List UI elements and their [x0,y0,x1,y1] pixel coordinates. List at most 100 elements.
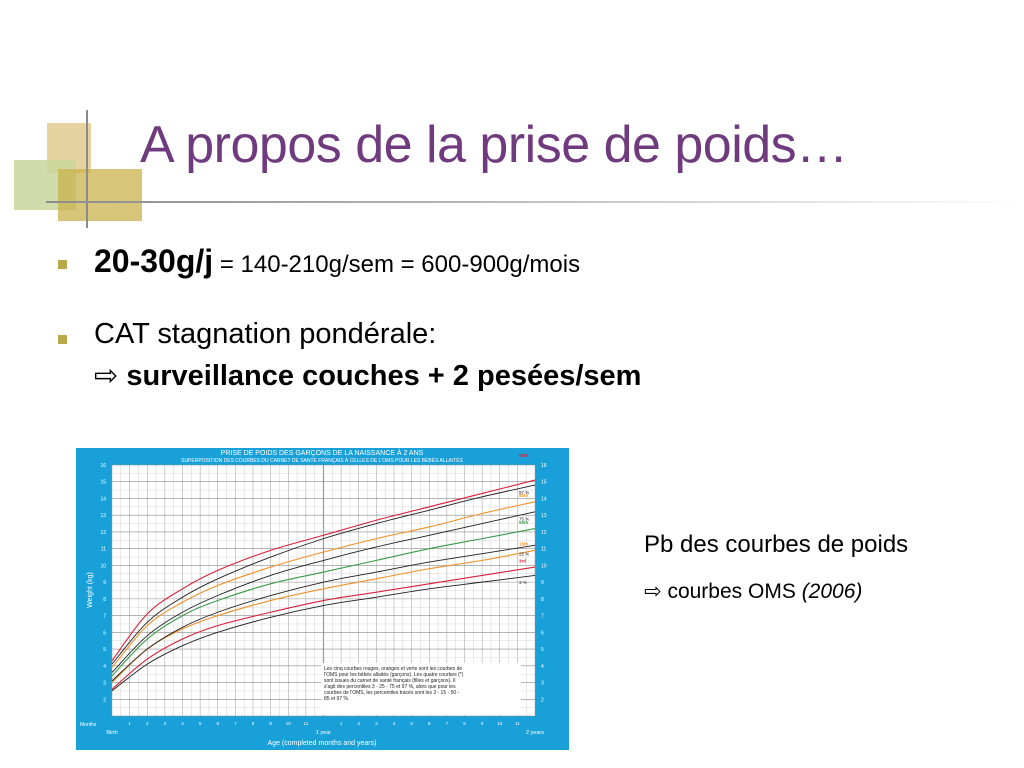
curve-50th [111,528,536,677]
x-tick-label: 1 [340,721,343,726]
chart-x-label: Age (completed months and years) [268,740,377,747]
chart-y-label: Weight (kg) [87,572,94,608]
y-tick-label: 6 [541,630,544,636]
bullet-weight-gain: 20-30g/j = 140-210g/sem = 600-900g/mois [94,243,580,280]
x-tick-label: 4 [181,721,184,726]
x-tick-label: 3 [375,721,378,726]
bullet-stagnation-action: ⇨ surveillance couches + 2 pesées/sem [94,358,641,393]
y-tick-label: 11 [541,547,546,553]
title-underline [46,201,1022,203]
stagnation-action-text: surveillance couches + 2 pesées/sem [126,360,642,392]
curve-label: 97th [519,453,529,458]
x-tick-label: 3 [164,721,167,726]
curve-85th [111,501,536,668]
x-tick-label: 7 [234,721,237,726]
bullet-stagnation: CAT stagnation pondérale: [94,318,437,350]
y-tick-label: 14 [541,496,547,502]
x-tick-label: 1 year [316,730,331,736]
weight-gain-daily: 20-30g/j [94,243,214,279]
x-tick-label: 5 [199,721,202,726]
x-tick-label: 9 [481,721,484,726]
note-line: 85 et 97 %. [324,696,349,702]
x-tick-label: 6 [216,721,219,726]
y-tick-label: 13 [100,513,106,519]
y-tick-label: 3 [541,681,544,687]
curve-label: 97 % [519,490,529,495]
y-tick-label: 2 [541,697,544,703]
curve-15th [111,549,536,683]
curve-97- [111,484,536,665]
note-line: Les cinq courbes rouges, oranges et vert… [324,666,462,672]
growth-chart: PRISE DE POIDS DES GARÇONS DE LA NAISSAN… [76,448,569,750]
y-tick-label: 11 [101,547,106,553]
curve-75- [111,511,536,673]
y-tick-label: 10 [100,563,106,569]
chart-months-label: Months [80,722,97,728]
y-tick-label: 3 [103,681,106,687]
bullet-square-icon [58,260,67,269]
chart-curve-labels: 97th 97 %85th 75 %50th 15th 25 %3rd 3 % [519,453,529,585]
x-tick-label: 2 [357,721,360,726]
x-tick-label: 8 [252,721,255,726]
chart-subtitle: SUPERPOSITION DES COURBES DU CARNET DE S… [181,457,463,464]
y-tick-label: 7 [541,614,544,620]
y-tick-label: 12 [541,530,547,536]
y-tick-label: 14 [100,496,106,502]
side-note-title: Pb des courbes de poids [644,531,909,558]
note-box [321,663,521,715]
x-tick-label: 6 [428,721,431,726]
bullet-square-icon [58,335,67,344]
x-tick-label: 2 years [526,730,544,736]
y-tick-label: 10 [541,563,547,569]
arrow-right-icon: ⇨ [644,580,662,603]
chart-note: Les cinq courbes rouges, oranges et vert… [321,663,521,715]
y-tick-label: 16 [541,463,547,469]
who-year: (2006) [801,580,863,603]
x-tick-label: 10 [497,721,503,726]
curve-3- [111,574,536,692]
x-tick-label: Birth [106,730,117,736]
slide-title: A propos de la prise de poids… [140,116,848,174]
x-tick-label: 5 [410,721,413,726]
side-note-who: ⇨ courbes OMS (2006) [644,579,862,604]
y-tick-label: 5 [103,647,106,653]
curve-label: 3rd [519,558,526,563]
y-tick-label: 4 [541,664,544,670]
curve-25- [111,544,536,682]
curve-label: 50th [519,520,529,525]
y-tick-label: 6 [103,630,106,636]
weight-gain-equivalents: = 140-210g/sem = 600-900g/mois [213,251,581,278]
y-tick-label: 8 [541,597,544,603]
chart-y-ticks: 2 2 3 3 4 4 5 5 6 6 7 7 8 8 9 9 10 10 11 11 12 12 13 13 14 14 15 15… [100,463,546,703]
y-tick-label: 12 [100,530,106,536]
x-tick-label: 10 [286,721,292,726]
decor-vertical-line [86,110,88,228]
y-tick-label: 5 [541,647,544,653]
chart-title: PRISE DE POIDS DES GARÇONS DE LA NAISSAN… [221,448,424,457]
y-tick-label: 4 [103,664,106,670]
note-line: l'OMS pour les bébés allaités (garçons).… [324,672,464,678]
curve-97th [111,479,536,662]
y-tick-label: 13 [541,513,547,519]
curve-label: 25 % [519,552,529,557]
y-tick-label: 7 [103,614,106,620]
x-tick-label: 7 [446,721,449,726]
x-tick-label: 8 [463,721,466,726]
y-tick-label: 9 [541,580,544,586]
curve-label: 75 % [519,517,529,522]
arrow-right-icon: ⇨ [94,360,119,392]
x-tick-label: 1 [128,721,131,726]
curve-3rd [111,566,536,690]
x-tick-label: 11 [304,721,309,726]
note-line: courbes de l'OMS, les percentiles tracés… [324,690,460,696]
y-tick-label: 15 [100,480,106,486]
y-tick-label: 15 [541,480,547,486]
y-tick-label: 8 [103,597,106,603]
curve-label: 85th [519,493,529,498]
x-tick-label: 4 [393,721,396,726]
y-tick-label: 2 [103,697,106,703]
x-tick-label: 11 [515,721,520,726]
note-line: sont issues du carnet de santé français … [324,678,455,684]
y-tick-label: 9 [103,580,106,586]
y-tick-label: 16 [100,463,106,469]
